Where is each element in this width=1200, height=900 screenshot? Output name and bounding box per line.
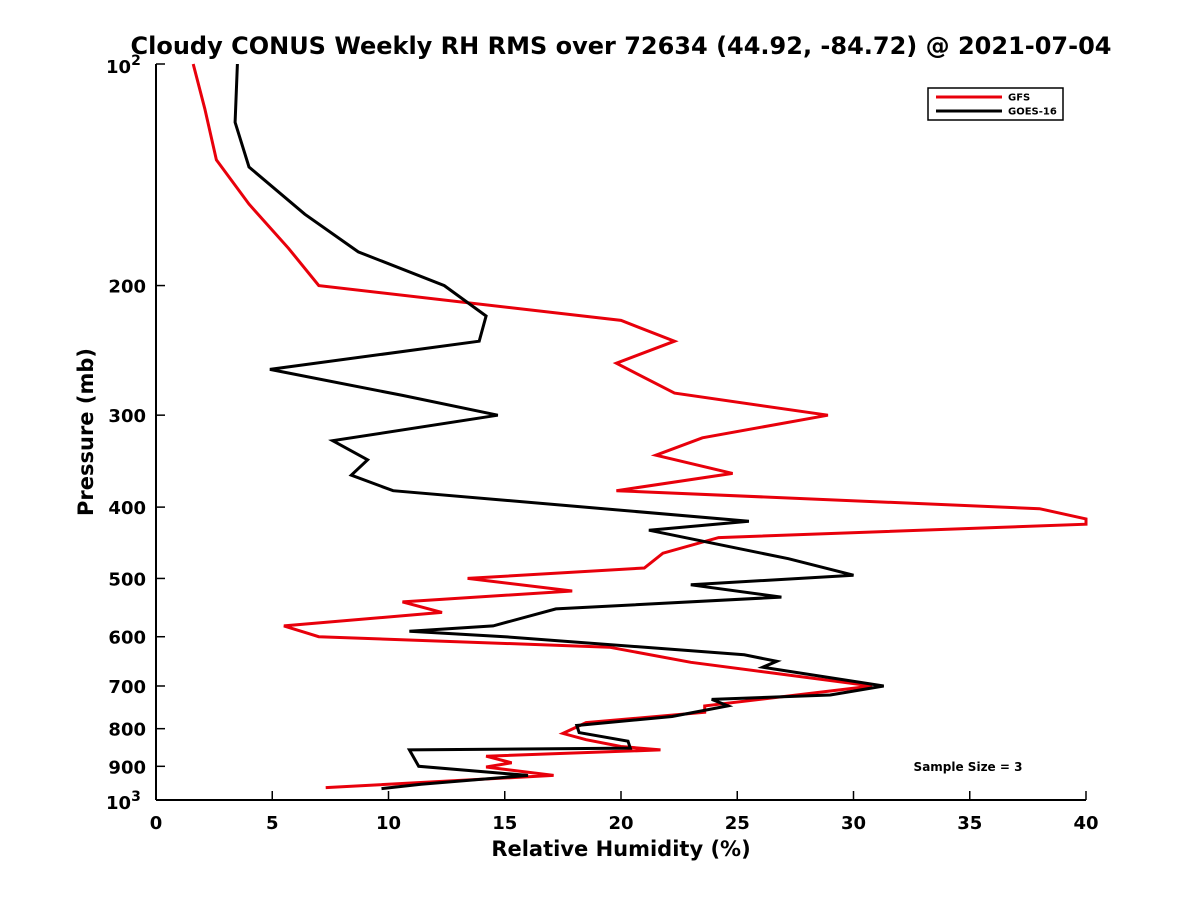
y-tick-label: 300 [108,406,146,427]
y-tick-label: 500 [108,569,146,590]
x-tick-label: 15 [492,813,517,834]
legend-label: GOES-16 [1008,107,1057,118]
sample-size-annotation: Sample Size = 3 [914,760,1023,774]
x-tick-label: 35 [957,813,982,834]
y-tick-label: 102 [106,53,141,78]
y-tick-label: 600 [108,628,146,649]
x-tick-label: 30 [841,813,866,834]
legend: GFS GOES-16 [927,87,1064,121]
series-line-goes-16 [233,63,884,791]
x-tick-label: 20 [608,813,633,834]
y-axis-label: Pressure (mb) [74,348,98,516]
plot-area [191,63,1088,791]
x-axis-label: Relative Humidity (%) [491,837,750,861]
y-tick-label: 800 [108,720,146,741]
x-tick-label: 10 [376,813,401,834]
y-tick-label: 200 [108,277,146,298]
x-tick-label: 40 [1073,813,1098,834]
y-tick-label: 900 [108,757,146,778]
legend-box [927,87,1064,121]
plot-frame [156,64,1086,800]
x-tick-label: 5 [266,813,279,834]
y-tick-label: 400 [108,498,146,519]
chart-title: Cloudy CONUS Weekly RH RMS over 72634 (4… [131,32,1112,60]
y-tick-label: 700 [108,677,146,698]
x-tick-label: 25 [725,813,750,834]
legend-label: GFS [1008,93,1030,104]
x-axis: 0 5 10 15 20 25 30 35 40 [150,791,1099,834]
y-tick-label: 103 [106,789,141,814]
y-axis: 102 200 300 400 500 600 700 800 900 103 [106,53,165,814]
x-tick-label: 0 [150,813,163,834]
series-line-gfs [191,63,1088,790]
